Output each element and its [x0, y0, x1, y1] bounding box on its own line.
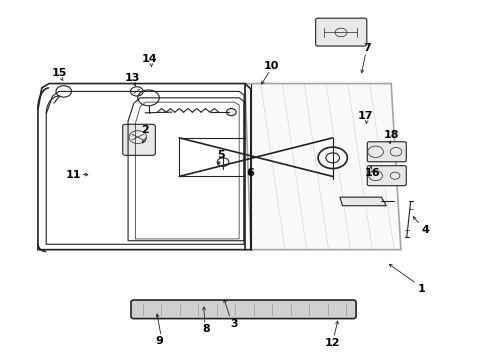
FancyBboxPatch shape — [368, 166, 406, 186]
Text: 15: 15 — [51, 68, 67, 78]
Text: 3: 3 — [230, 319, 238, 329]
Text: 11: 11 — [66, 170, 81, 180]
FancyBboxPatch shape — [131, 300, 356, 319]
Text: 1: 1 — [417, 284, 425, 294]
FancyBboxPatch shape — [316, 18, 367, 46]
Text: 10: 10 — [264, 61, 279, 71]
Text: 5: 5 — [217, 150, 224, 160]
Polygon shape — [340, 197, 386, 206]
FancyBboxPatch shape — [122, 124, 155, 156]
Text: 8: 8 — [202, 324, 210, 334]
Text: 7: 7 — [363, 43, 370, 53]
Text: 4: 4 — [421, 225, 429, 235]
Polygon shape — [245, 84, 401, 249]
Text: 6: 6 — [246, 168, 254, 178]
Text: 9: 9 — [156, 336, 164, 346]
Text: 13: 13 — [124, 73, 140, 83]
Text: 18: 18 — [383, 130, 399, 140]
Text: 14: 14 — [142, 54, 158, 64]
Text: 12: 12 — [325, 338, 341, 347]
Text: 16: 16 — [365, 168, 380, 178]
Text: 17: 17 — [358, 111, 373, 121]
Text: 2: 2 — [141, 125, 149, 135]
FancyBboxPatch shape — [368, 142, 406, 162]
Circle shape — [226, 109, 236, 116]
